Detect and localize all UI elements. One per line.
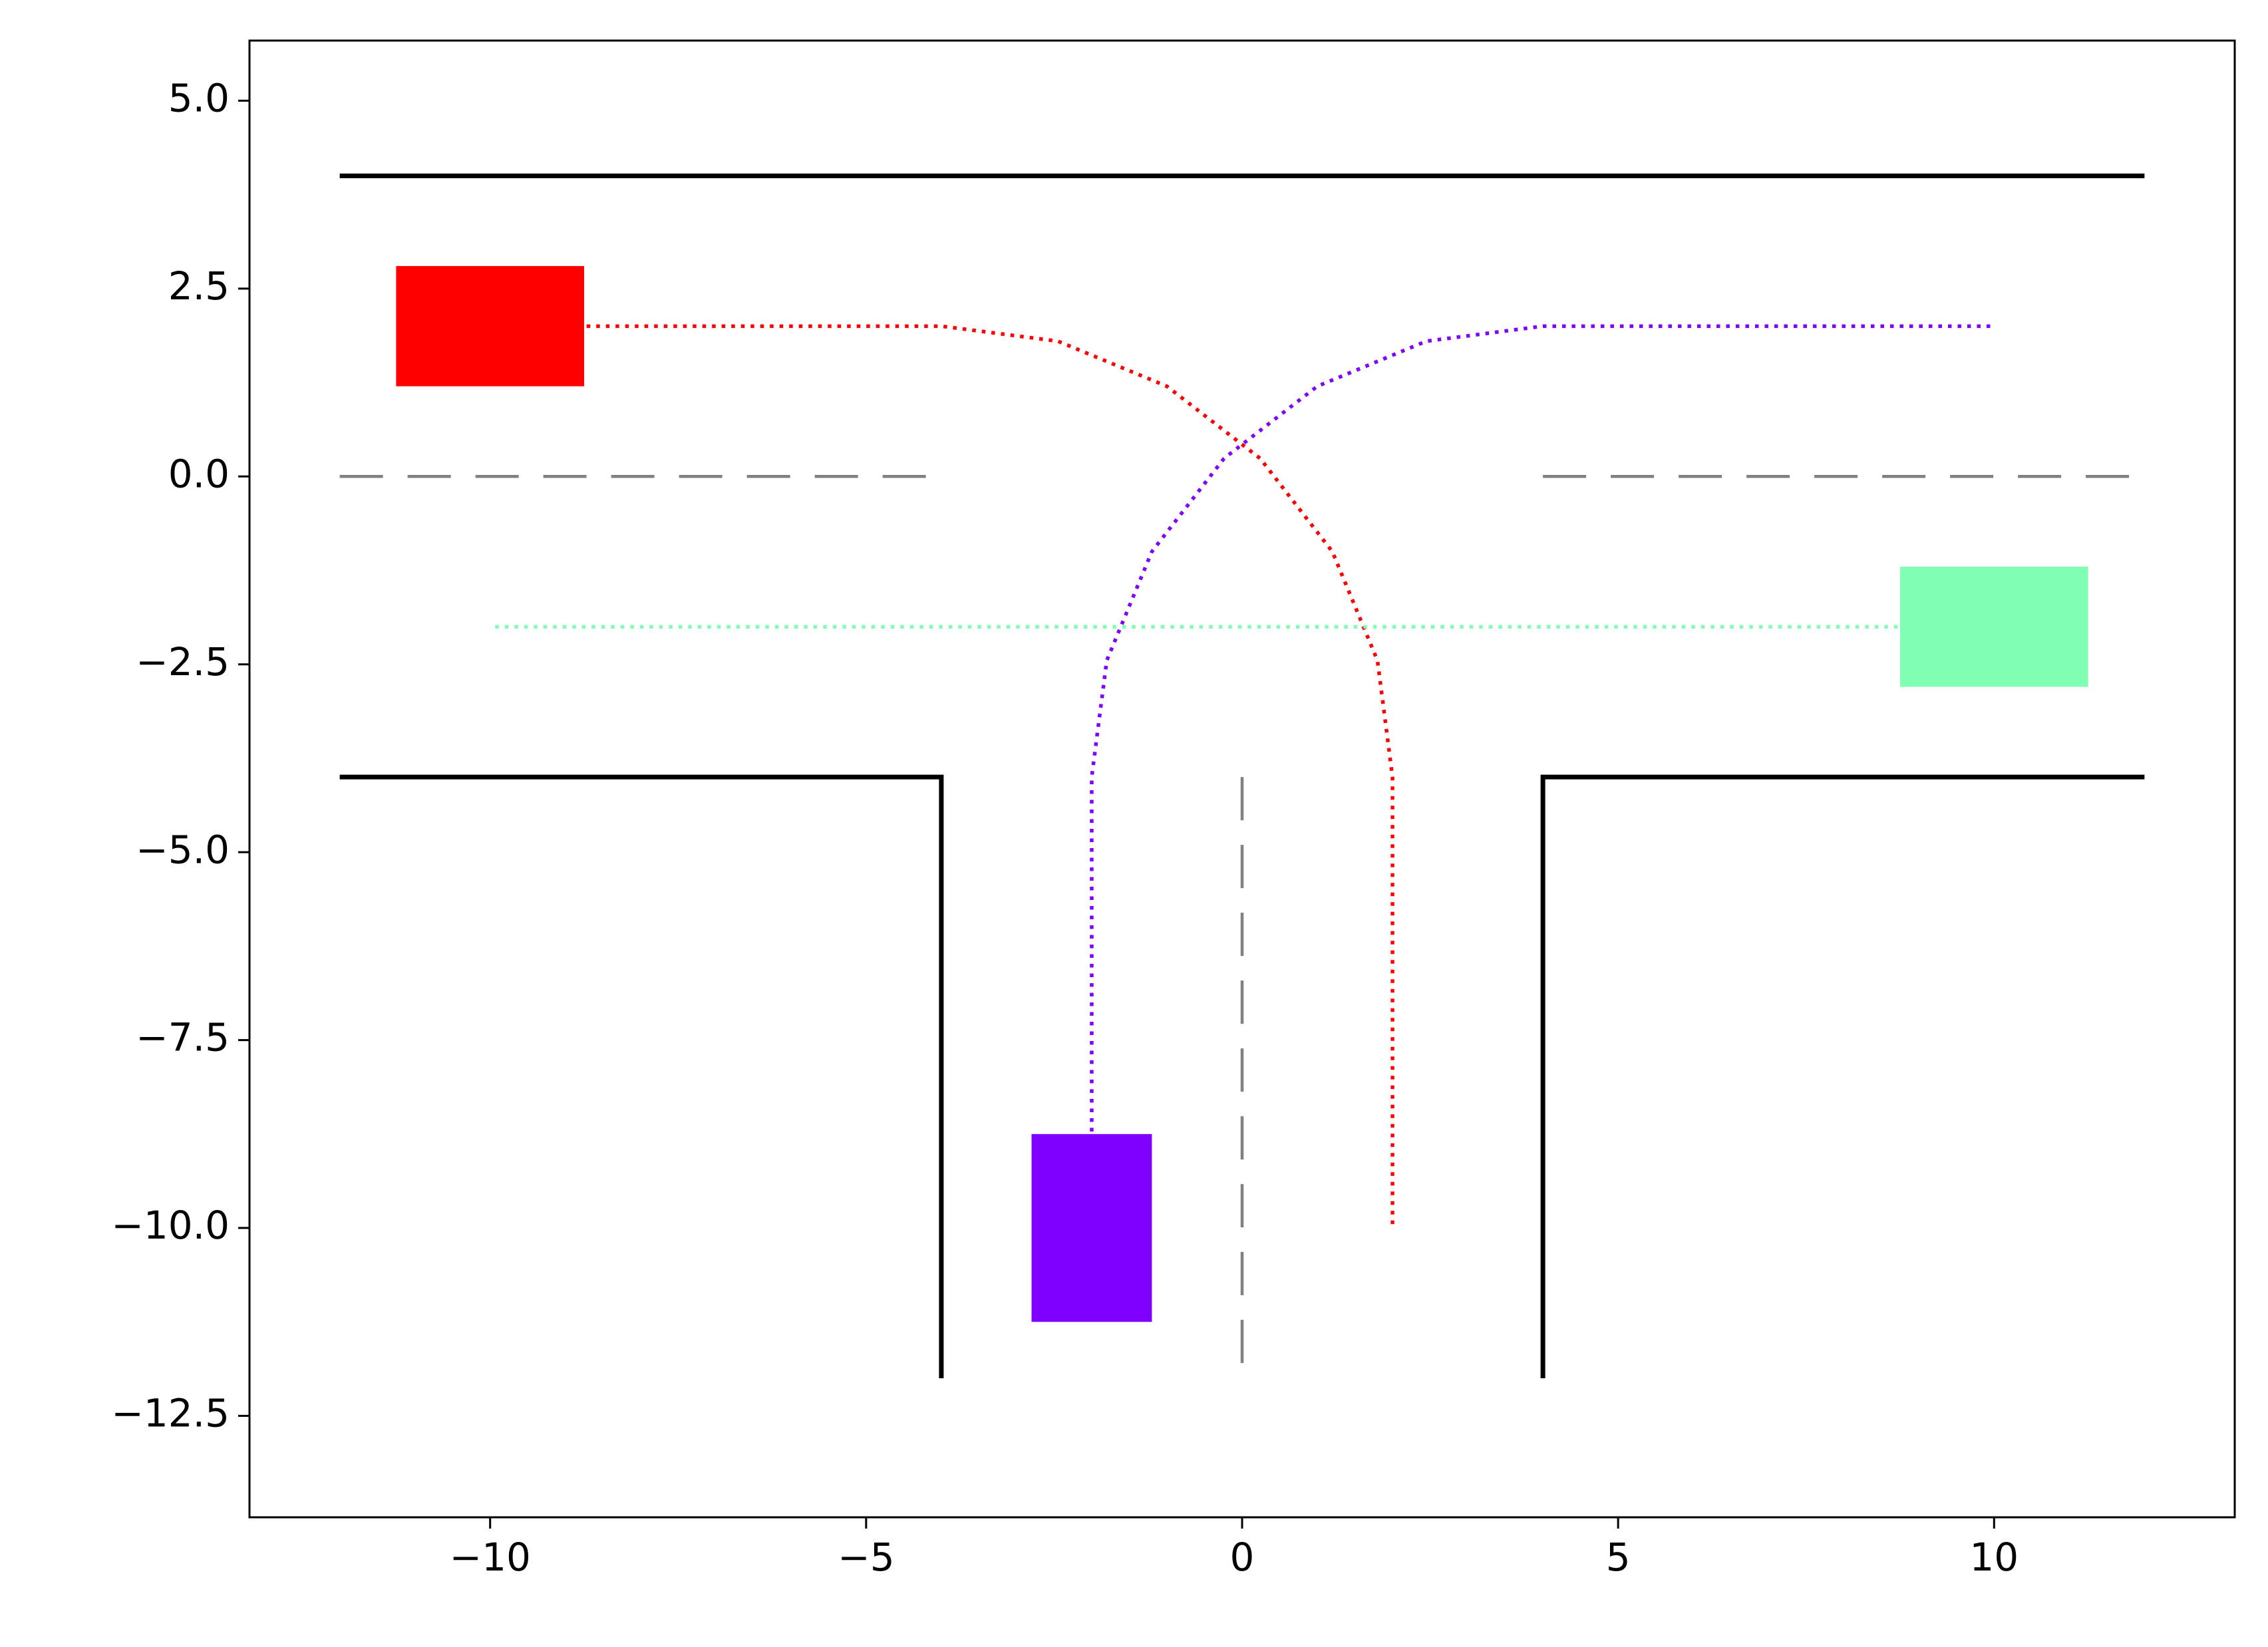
y-tick-label: −5.0 <box>136 827 230 872</box>
trajectory <box>1090 324 1995 1229</box>
x-tick-label: 10 <box>1969 1535 2019 1580</box>
road-edge <box>339 774 944 1378</box>
y-tick-label: 2.5 <box>168 263 230 309</box>
vehicle <box>1031 1133 1152 1322</box>
y-tick-label: −2.5 <box>136 639 230 684</box>
y-tick-label: −7.5 <box>136 1015 230 1060</box>
y-tick-label: 5.0 <box>168 75 230 120</box>
x-tick-label: −5 <box>838 1535 895 1580</box>
x-tick-label: −10 <box>449 1535 530 1580</box>
vehicle <box>1900 566 2088 687</box>
road-edge <box>1540 774 2145 1378</box>
x-tick-label: 0 <box>1230 1535 1255 1580</box>
vehicle <box>396 265 584 386</box>
y-tick-label: 0.0 <box>168 451 230 496</box>
y-tick-label: −10.0 <box>111 1203 230 1248</box>
x-tick-label: 5 <box>1606 1535 1631 1580</box>
y-tick-label: −12.5 <box>111 1391 230 1436</box>
